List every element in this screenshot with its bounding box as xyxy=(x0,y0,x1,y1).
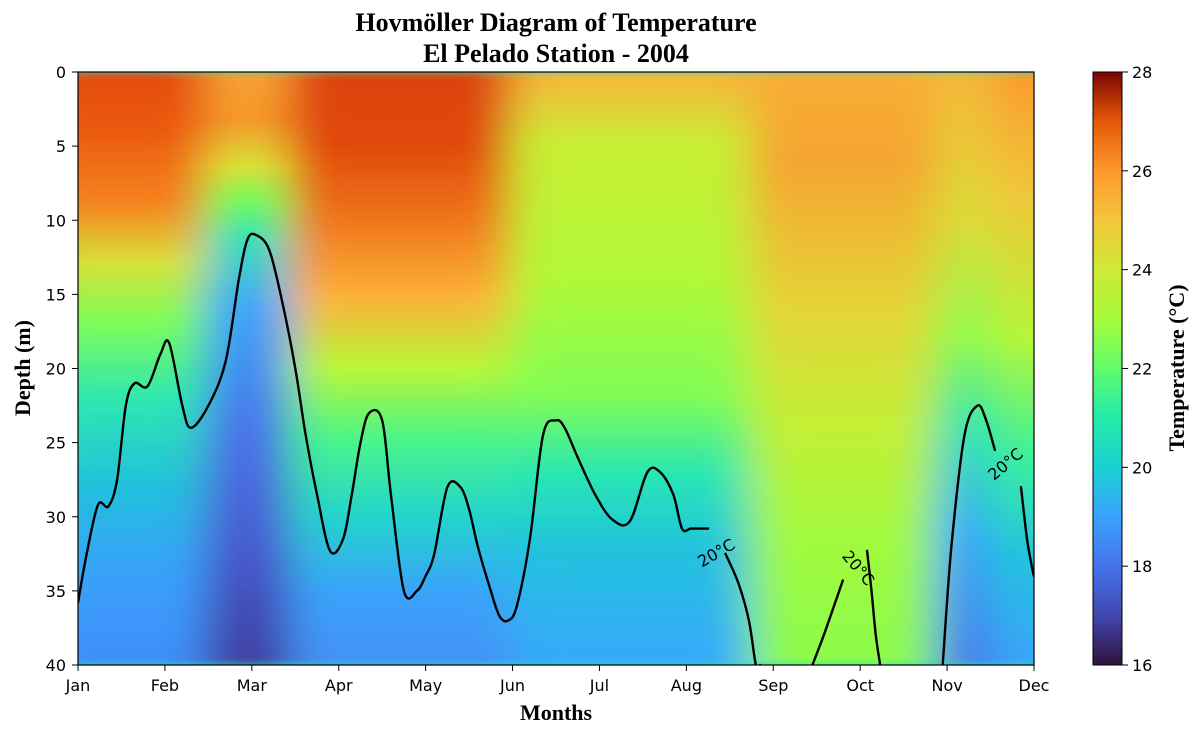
heatmap-band-summer xyxy=(510,72,760,665)
heatmap-band-sep-oct xyxy=(750,72,950,665)
contour-20c-segment_4 xyxy=(865,549,882,665)
heatmap-band-dec xyxy=(990,72,1034,665)
heatmap-band-jan xyxy=(78,72,180,665)
y-tick-label: 40 xyxy=(46,656,66,675)
x-tick-label: Jan xyxy=(65,676,91,695)
x-tick-label: Nov xyxy=(931,676,962,695)
y-tick-label: 20 xyxy=(46,360,66,379)
colorbar-ticks: 16 18 20 22 24 26 28 xyxy=(1122,63,1152,675)
x-axis-ticks: Jan Feb Mar Apr May Jun Jul Aug Sep Oct Nov Dec xyxy=(65,665,1050,695)
x-tick-label: Feb xyxy=(151,676,179,695)
y-axis-ticks: 0 5 10 15 20 25 30 35 40 xyxy=(46,63,78,675)
colorbar-tick-label: 26 xyxy=(1132,162,1152,181)
x-tick-label: Apr xyxy=(325,676,353,695)
y-tick-label: 5 xyxy=(56,137,66,156)
x-tick-label: Sep xyxy=(758,676,788,695)
x-tick-label: Oct xyxy=(846,676,874,695)
colorbar-tick-label: 22 xyxy=(1132,360,1152,379)
x-tick-label: Jun xyxy=(499,676,525,695)
x-tick-label: Aug xyxy=(671,676,702,695)
x-tick-label: Mar xyxy=(237,676,268,695)
colorbar-tick-label: 18 xyxy=(1132,557,1152,576)
contour-20c-segment_3 xyxy=(811,579,844,665)
colorbar xyxy=(1092,71,1123,666)
x-tick-label: May xyxy=(409,676,442,695)
y-tick-label: 10 xyxy=(46,211,66,230)
colorbar-tick-label: 28 xyxy=(1132,63,1152,82)
colorbar-label: Temperature (°C) xyxy=(1164,284,1189,451)
heatmap-band-mar xyxy=(205,72,300,665)
chart-title-line1: Hovmöller Diagram of Temperature xyxy=(355,8,756,37)
y-tick-label: 0 xyxy=(56,63,66,82)
x-tick-label: Dec xyxy=(1019,676,1050,695)
x-tick-label: Jul xyxy=(589,676,609,695)
heatmap-field xyxy=(78,72,1034,665)
y-axis-label: Depth (m) xyxy=(10,320,35,416)
contour-20c-segment_5 xyxy=(941,404,997,665)
heatmap-band-nov xyxy=(935,72,995,665)
contour-20c-segment_1 xyxy=(78,232,710,623)
y-tick-label: 15 xyxy=(46,285,66,304)
colorbar-tick-label: 20 xyxy=(1132,458,1152,477)
contour-20c-segment_2 xyxy=(724,552,762,665)
colorbar-tick-label: 24 xyxy=(1132,261,1152,280)
chart-title-line2: El Pelado Station - 2004 xyxy=(423,39,689,68)
x-axis-label: Months xyxy=(520,700,593,725)
y-tick-label: 30 xyxy=(46,508,66,527)
y-tick-label: 35 xyxy=(46,582,66,601)
colorbar-tick-label: 16 xyxy=(1132,656,1152,675)
y-tick-label: 25 xyxy=(46,434,66,453)
heatmap-band-apr-may xyxy=(290,72,520,665)
